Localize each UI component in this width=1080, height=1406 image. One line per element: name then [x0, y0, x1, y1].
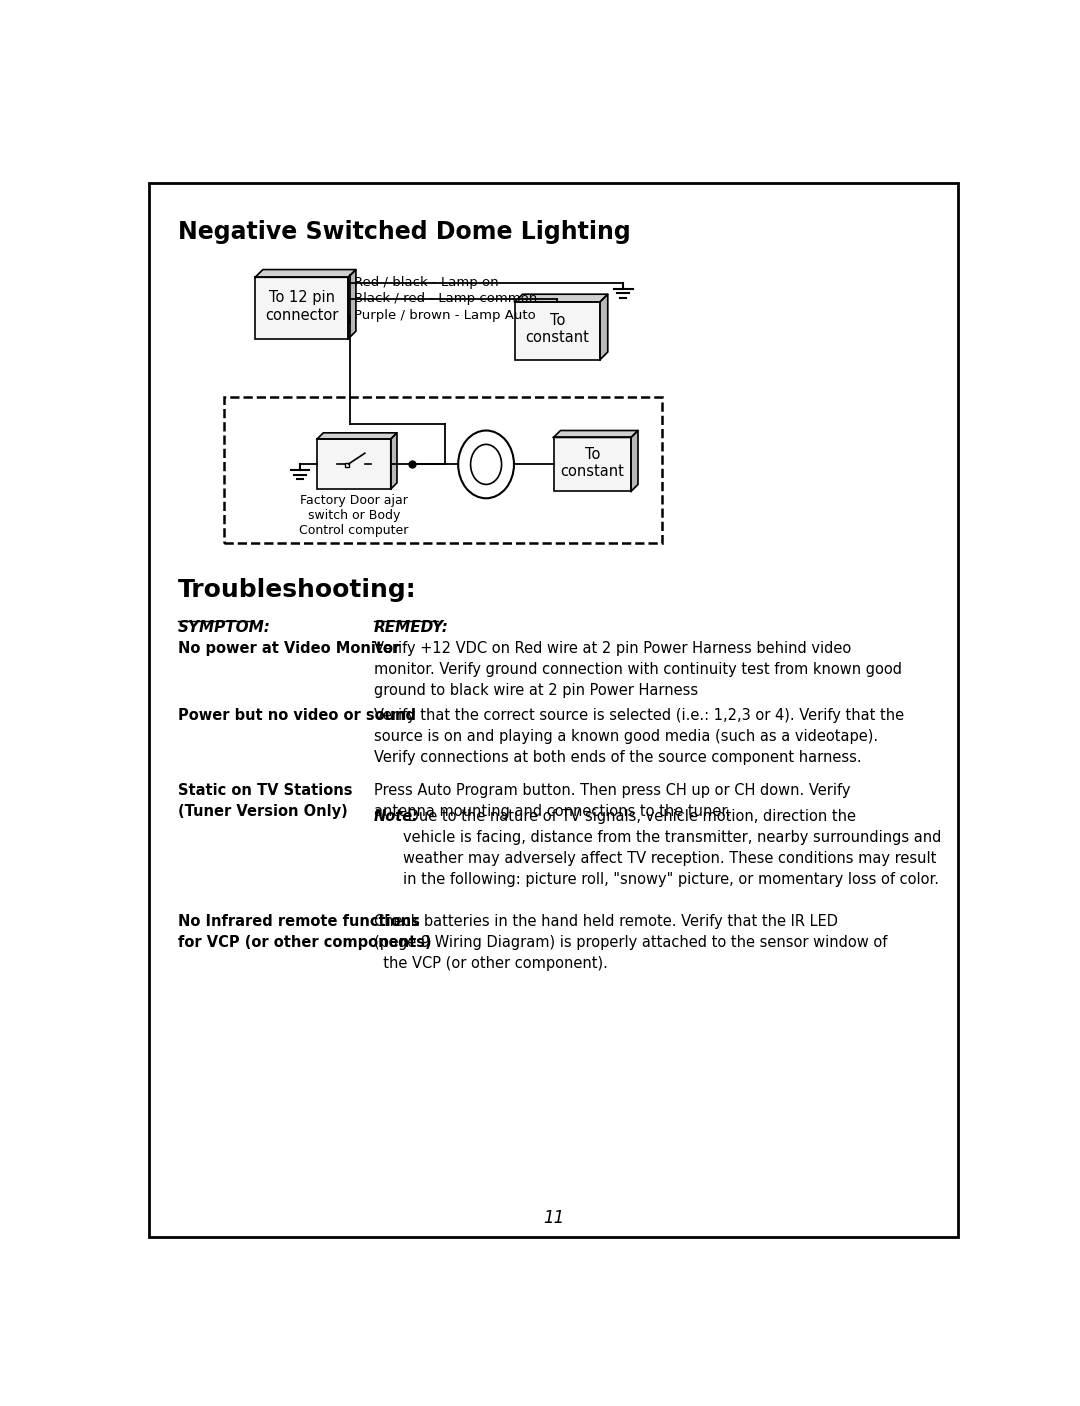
- Bar: [225, 396, 662, 543]
- Text: Negative Switched Dome Lighting: Negative Switched Dome Lighting: [177, 219, 631, 243]
- Bar: [255, 277, 348, 339]
- Text: SYMPTOM:: SYMPTOM:: [177, 620, 270, 636]
- Text: REMEDY:: REMEDY:: [374, 620, 448, 636]
- Text: Troubleshooting:: Troubleshooting:: [177, 578, 416, 602]
- Text: Note:: Note:: [374, 808, 419, 824]
- Polygon shape: [554, 430, 638, 437]
- Text: Check batteries in the hand held remote. Verify that the IR LED
(page 9 Wiring D: Check batteries in the hand held remote.…: [374, 914, 887, 972]
- Polygon shape: [631, 430, 638, 491]
- Polygon shape: [348, 270, 356, 339]
- Text: Static on TV Stations
(Tuner Version Only): Static on TV Stations (Tuner Version Onl…: [177, 783, 352, 820]
- Text: Purple / brown - Lamp Auto: Purple / brown - Lamp Auto: [354, 309, 536, 322]
- Ellipse shape: [458, 430, 514, 498]
- Text: Press Auto Program button. Then press CH up or CH down. Verify
antenna mounting : Press Auto Program button. Then press CH…: [374, 783, 850, 820]
- Bar: [515, 302, 600, 360]
- Bar: [318, 439, 391, 489]
- Polygon shape: [255, 270, 356, 277]
- Text: Due to the nature of TV signals, vehicle motion, direction the
vehicle is facing: Due to the nature of TV signals, vehicle…: [403, 808, 942, 887]
- Text: Factory Door ajar
switch or Body
Control computer: Factory Door ajar switch or Body Control…: [299, 494, 408, 537]
- Text: Verify +12 VDC on Red wire at 2 pin Power Harness behind video
monitor. Verify g: Verify +12 VDC on Red wire at 2 pin Powe…: [374, 641, 902, 697]
- Text: To
constant: To constant: [561, 447, 624, 479]
- Text: No Infrared remote functions
for VCP (or other components): No Infrared remote functions for VCP (or…: [177, 914, 431, 950]
- Text: 11: 11: [543, 1209, 564, 1226]
- Polygon shape: [391, 433, 397, 489]
- Polygon shape: [600, 294, 608, 360]
- Text: Black / red - Lamp common: Black / red - Lamp common: [354, 292, 538, 305]
- Text: To 12 pin
connector: To 12 pin connector: [265, 291, 338, 323]
- Polygon shape: [318, 433, 397, 439]
- Text: Power but no video or sound: Power but no video or sound: [177, 709, 416, 724]
- Text: No power at Video Monitor: No power at Video Monitor: [177, 641, 400, 655]
- Bar: [554, 437, 631, 491]
- Ellipse shape: [471, 444, 501, 485]
- Text: Red / black - Lamp on: Red / black - Lamp on: [354, 276, 499, 290]
- Text: To
constant: To constant: [526, 314, 590, 346]
- Polygon shape: [515, 294, 608, 302]
- Text: Verify that the correct source is selected (i.e.: 1,2,3 or 4). Verify that the
s: Verify that the correct source is select…: [374, 709, 904, 765]
- Bar: [345, 463, 349, 467]
